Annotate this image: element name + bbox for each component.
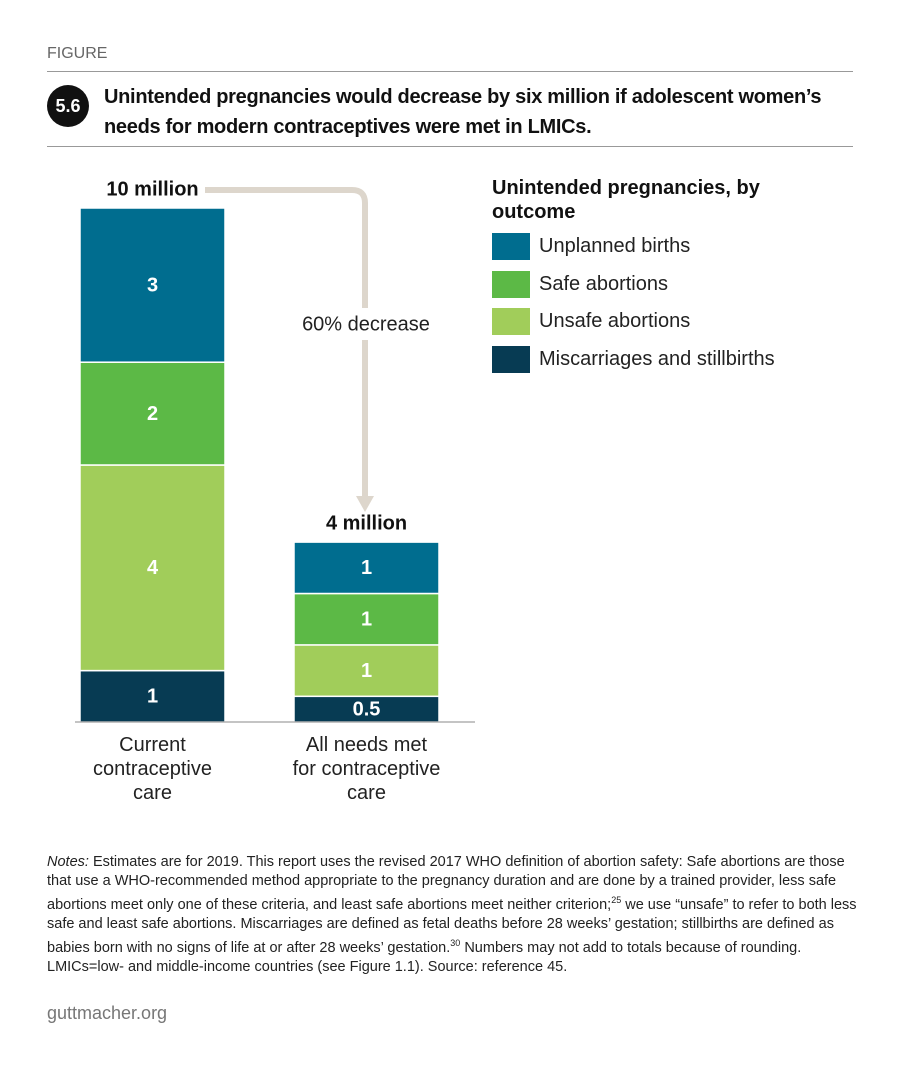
segment-label: 1 xyxy=(361,608,372,630)
legend-swatch xyxy=(492,345,530,373)
legend-label: Unsafe abortions xyxy=(539,310,691,332)
reference: 30 xyxy=(450,937,461,948)
legend-label: Safe abortions xyxy=(539,272,668,295)
notes-text: Estimates are for 2019. This report uses… xyxy=(47,854,845,913)
bar-segment xyxy=(293,541,440,595)
legend-swatch xyxy=(492,233,530,260)
category-label: Current contraceptive care xyxy=(93,734,212,804)
bar-segment xyxy=(293,592,440,646)
kicker: FIGURE xyxy=(47,45,108,62)
notes-text: Numbers may not add to totals because of… xyxy=(47,939,802,975)
segment-label: 1 xyxy=(361,660,372,682)
segment-label: 3 xyxy=(147,274,158,296)
footer: guttmacher.org xyxy=(47,1003,168,1023)
bar-segment xyxy=(79,464,226,672)
segment-label: 0.5 xyxy=(353,698,381,720)
notes-body: Estimates are for 2019. This report uses… xyxy=(47,854,857,975)
legend-swatch xyxy=(492,270,530,298)
arrow-head xyxy=(356,496,374,512)
notes-text: we use “unsafe” to refer to both less sa… xyxy=(47,896,857,956)
rule xyxy=(47,71,853,72)
category-label: All needs met for contraceptive care xyxy=(292,734,441,804)
legend-title: Unintended pregnancies, by outcome xyxy=(492,177,760,223)
total-label: 4 million xyxy=(326,512,407,534)
legend-label: Unplanned births xyxy=(539,235,691,257)
annotation: 60% decrease xyxy=(302,313,430,335)
segment-label: 4 xyxy=(147,557,159,579)
notes-label: Notes: xyxy=(47,854,89,870)
arrow xyxy=(205,187,368,498)
bar-segment xyxy=(79,361,226,466)
bar-segment xyxy=(79,207,226,363)
notes: Notes: Estimates are for 2019. This repo… xyxy=(47,853,857,977)
segment-label: 1 xyxy=(361,557,372,579)
segment-label: 1 xyxy=(147,686,158,708)
chart: 60% decrease 1 4 2 3 10 million 0.5 1 1 1 4 milli… xyxy=(75,178,475,723)
rule xyxy=(47,146,853,147)
annotation-bg xyxy=(292,308,438,340)
title: Unintended pregnancies would decrease by… xyxy=(104,86,822,138)
legend-swatch xyxy=(492,308,530,335)
reference: 25 xyxy=(611,895,622,905)
segment-label: 2 xyxy=(147,403,158,425)
legend-label: Miscarriages and stillbirths xyxy=(539,347,775,370)
total-label: 10 million xyxy=(106,178,198,200)
badge: 5.6 xyxy=(47,85,89,127)
